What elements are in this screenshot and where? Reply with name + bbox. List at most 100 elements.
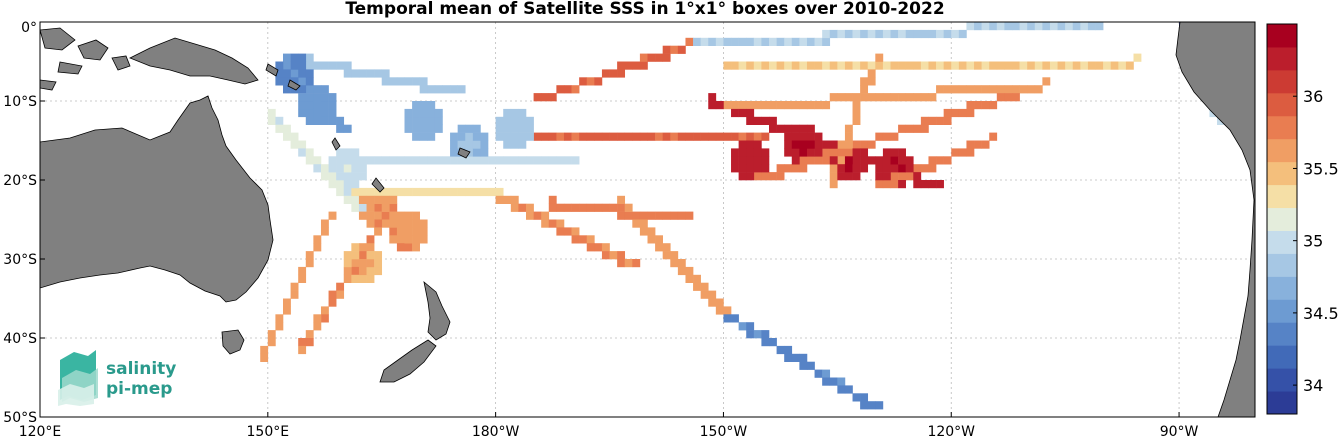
sss-cell [905, 124, 914, 133]
sss-cell [586, 235, 595, 244]
sss-cell [427, 187, 436, 197]
sss-cell [875, 401, 884, 410]
sss-cell [951, 85, 960, 94]
sss-cell [381, 219, 390, 228]
sss-cell [1034, 22, 1043, 31]
land-islands-melanesia [265, 63, 471, 193]
sss-cell [305, 156, 314, 165]
sss-cell [313, 61, 322, 70]
sss-cell [1049, 61, 1058, 70]
sss-cell [526, 116, 534, 125]
sss-cell [548, 156, 557, 165]
sss-cell [1103, 61, 1112, 70]
sss-cell [753, 156, 762, 165]
sss-cell [738, 172, 747, 181]
sss-cell [890, 172, 899, 181]
sss-cell [799, 353, 808, 362]
sss-cell [761, 101, 770, 110]
sss-cell [761, 148, 770, 157]
sss-cell [655, 132, 663, 141]
sss-cell [404, 235, 413, 244]
sss-cell [670, 132, 679, 141]
sss-cell [298, 85, 307, 94]
sss-cell [875, 53, 884, 62]
sss-cell [852, 101, 861, 110]
sss-cell [746, 156, 755, 165]
sss-cell [647, 227, 656, 236]
sss-cell [343, 259, 352, 268]
sss-cell [746, 101, 755, 110]
sss-cell [647, 53, 656, 62]
sss-cell [890, 29, 899, 39]
sss-cell [366, 266, 375, 276]
sss-cell [662, 243, 671, 252]
sss-cell [290, 290, 299, 299]
sss-cell [852, 393, 861, 402]
sss-cell [594, 243, 603, 252]
sss-cell [328, 61, 337, 70]
sss-cell [746, 61, 755, 70]
sss-cell [943, 85, 952, 94]
sss-cell [784, 148, 793, 157]
sss-cell [427, 108, 436, 118]
sss-cell [533, 132, 542, 141]
sss-cell [396, 243, 405, 252]
sss-cell [799, 101, 808, 110]
sss-cell [313, 243, 322, 252]
sss-cell [677, 132, 686, 141]
sss-cell [898, 124, 906, 133]
sss-cell [898, 93, 906, 102]
y-tick-label: 0° [21, 20, 37, 36]
sss-cell [806, 140, 815, 149]
sss-cell [442, 187, 451, 197]
sss-cell [305, 330, 314, 339]
sss-cell [860, 77, 869, 86]
sss-cell [412, 124, 420, 133]
sss-cell [928, 164, 937, 173]
sss-cell [799, 37, 808, 46]
sss-cell [632, 259, 641, 268]
colorbar-ticks: 36 35.5 35 34.5 34 [1293, 87, 1339, 395]
sss-cell [305, 93, 314, 102]
sss-cell [905, 29, 914, 39]
colorbar-swatch [1267, 253, 1297, 277]
sss-cell [1110, 61, 1119, 70]
sss-cell [723, 314, 732, 323]
sss-cell [389, 211, 398, 220]
sss-cell [981, 140, 990, 149]
sss-cell [753, 61, 762, 70]
sss-cell [305, 251, 314, 260]
sss-cell [844, 132, 853, 141]
sss-cell [275, 124, 284, 133]
sss-cell [412, 156, 420, 165]
sss-cell [731, 132, 739, 141]
sss-cell [951, 108, 960, 118]
sss-cell [647, 132, 656, 141]
sss-cell [943, 29, 952, 39]
sss-cell [366, 203, 375, 212]
sss-cell [829, 180, 838, 189]
sss-cell [753, 148, 762, 157]
sss-cell [336, 156, 345, 165]
sss-cell [351, 266, 360, 276]
sss-cell [389, 219, 398, 228]
sss-cell [374, 203, 383, 212]
sss-cell [503, 108, 512, 118]
sss-cell [412, 243, 420, 252]
sss-cell [844, 61, 853, 70]
sss-cell [601, 132, 610, 141]
sss-cell [814, 148, 823, 157]
sss-cell [313, 322, 322, 331]
colorbar [1267, 24, 1297, 415]
sss-cell [343, 164, 352, 173]
sss-cell [662, 53, 671, 62]
sss-cell [358, 195, 367, 204]
sss-cell [366, 243, 375, 252]
sss-cell [882, 132, 891, 141]
sss-cell [298, 274, 307, 283]
sss-cell [313, 108, 322, 118]
sss-cell [806, 148, 815, 157]
sss-cell [837, 61, 846, 70]
sss-cell [495, 124, 504, 133]
sss-cell [305, 148, 314, 157]
